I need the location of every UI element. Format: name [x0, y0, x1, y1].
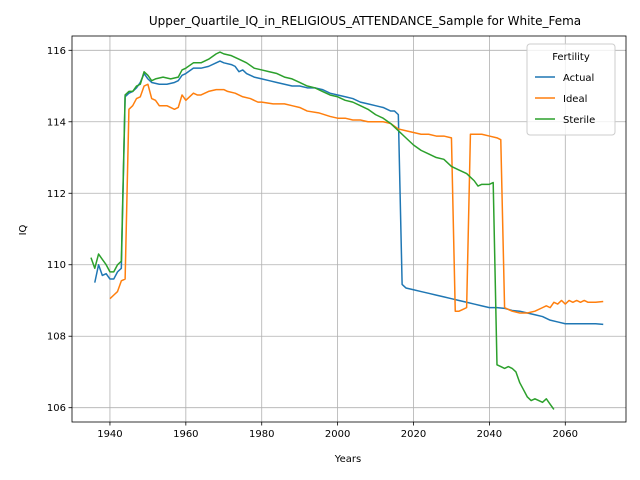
legend-label-actual: Actual [563, 73, 594, 84]
legend-title: Fertility [552, 52, 590, 63]
y-tick-label: 106 [47, 403, 66, 414]
legend-box [526, 43, 616, 136]
legend: Fertility Actual Ideal Sterile [526, 43, 616, 136]
series-lines [90, 51, 604, 410]
x-tick-label: 1960 [173, 429, 198, 440]
x-tick-label: 1980 [249, 429, 274, 440]
plot-area-frame [71, 35, 627, 423]
x-tick-label: 2000 [325, 429, 350, 440]
series-line-sterile [90, 51, 555, 410]
chart-title: Upper_Quartile_IQ_in_RELIGIOUS_ATTENDANC… [149, 14, 581, 28]
axis-ticks: 1940 1960 1980 2000 2020 2040 2060 106 108 110 112… [47, 46, 578, 440]
x-tick-label: 2060 [553, 429, 578, 440]
series-line-ideal [109, 83, 604, 314]
legend-label-sterile: Sterile [563, 115, 595, 126]
series-line-actual [94, 60, 604, 326]
x-tick-label: 2020 [401, 429, 426, 440]
y-tick-label: 114 [47, 117, 66, 128]
y-tick-label: 108 [47, 332, 66, 343]
grid [72, 36, 626, 422]
x-tick-label: 2040 [477, 429, 502, 440]
y-tick-label: 110 [47, 260, 66, 271]
y-axis-label: IQ [18, 224, 29, 235]
x-axis-label: Years [334, 454, 361, 465]
y-tick-label: 116 [47, 46, 66, 57]
legend-entries: Actual Ideal Sterile [535, 73, 595, 126]
legend-label-ideal: Ideal [563, 94, 587, 105]
y-tick-label: 112 [47, 189, 66, 200]
x-tick-label: 1940 [97, 429, 122, 440]
